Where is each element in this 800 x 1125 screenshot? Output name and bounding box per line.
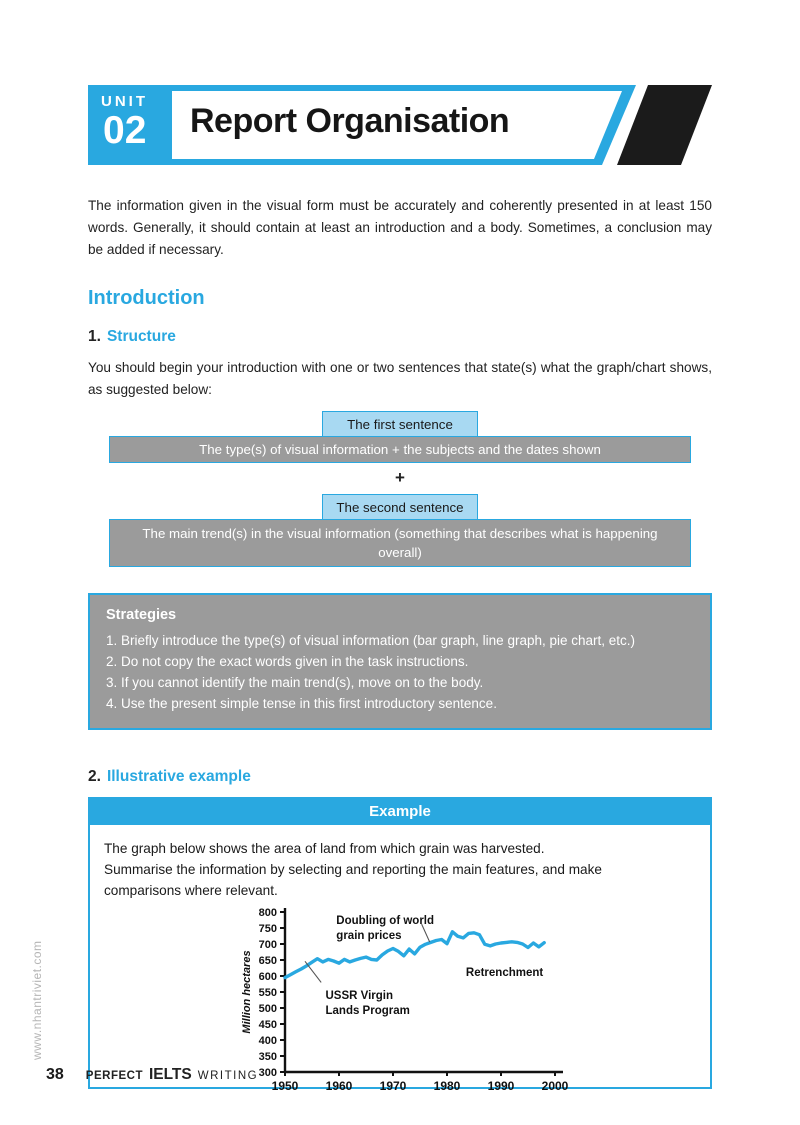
svg-text:Retrenchment: Retrenchment — [466, 967, 543, 979]
book-brand: PERFECT IELTS WRITING — [86, 1066, 258, 1084]
subheading-illustrative-example: 2. Illustrative example — [88, 768, 712, 786]
svg-text:550: 550 — [259, 987, 277, 999]
svg-text:grain prices: grain prices — [336, 930, 401, 942]
svg-text:1990: 1990 — [488, 1079, 515, 1093]
svg-text:Million hectares: Million hectares — [241, 950, 253, 1033]
svg-text:1950: 1950 — [272, 1079, 299, 1093]
box-main-trend: The main trend(s) in the visual informat… — [109, 519, 691, 567]
plus-sign: + — [395, 468, 405, 487]
svg-text:300: 300 — [259, 1067, 277, 1079]
svg-text:650: 650 — [259, 955, 277, 967]
box-type-of-visual-info: The type(s) of visual information + the … — [109, 436, 691, 463]
example-panel: Example The graph below shows the area o… — [88, 797, 712, 1093]
svg-text:800: 800 — [259, 907, 277, 919]
main-column: UNIT 02 Report Organisation The informat… — [88, 85, 712, 1093]
grain-area-line-chart: 300 350 400 450 500 550 600 650 700 750 800 1950 196… — [241, 907, 569, 1093]
strategy-item: 4. Use the present simple tense in this … — [106, 696, 497, 711]
svg-text:2000: 2000 — [542, 1079, 569, 1093]
unit-label: UNIT — [101, 93, 148, 110]
svg-text:700: 700 — [259, 939, 277, 951]
svg-text:500: 500 — [259, 1003, 277, 1015]
svg-text:1980: 1980 — [434, 1079, 461, 1093]
task-text-line: Summarise the information by selecting a… — [104, 862, 602, 877]
brand-writing: WRITING — [197, 1070, 259, 1082]
example-panel-header: Example — [90, 799, 710, 825]
svg-text:350: 350 — [259, 1051, 277, 1063]
page-number: 38 — [46, 1066, 64, 1083]
unit-number: 02 — [103, 109, 147, 152]
intro-paragraph: The information given in the visual form… — [88, 198, 712, 257]
task-text-line: comparisons where relevant. — [104, 883, 278, 898]
box-first-sentence: The first sentence — [322, 411, 478, 436]
banner-white-strip — [172, 91, 622, 159]
strategies-title: Strategies — [106, 607, 177, 623]
example-panel-body: The graph below shows the area of land f… — [90, 825, 710, 1105]
structure-lead-paragraph: You should begin your introduction with … — [88, 360, 712, 397]
strategies-panel: Strategies 1. Briefly introduce the type… — [88, 593, 712, 730]
subheading-structure: 1. Structure — [88, 328, 712, 346]
svg-text:Lands Program: Lands Program — [326, 1005, 410, 1017]
sentence-structure-diagram: The first sentence The type(s) of visual… — [88, 411, 712, 567]
svg-text:400: 400 — [259, 1035, 277, 1047]
brand-ielts: IELTS — [148, 1066, 192, 1083]
publisher-url-vertical: www.nhantriviet.com — [30, 940, 44, 1060]
line-chart-figure: 300 350 400 450 500 550 600 650 700 750 800 1950 196… — [240, 904, 696, 1105]
svg-text:USSR Virgin: USSR Virgin — [326, 990, 394, 1002]
unit-banner: UNIT 02 Report Organisation — [88, 85, 712, 165]
subheading-title: Illustrative example — [106, 768, 251, 785]
page-footer: 38 PERFECT IELTS WRITING — [46, 1066, 258, 1084]
page-title: Report Organisation — [190, 102, 510, 140]
subheading-number: 2. — [88, 768, 101, 785]
svg-text:600: 600 — [259, 971, 277, 983]
svg-text:1960: 1960 — [326, 1079, 353, 1093]
brand-perfect: PERFECT — [85, 1070, 143, 1082]
box-second-sentence: The second sentence — [322, 494, 478, 519]
section-heading-introduction: Introduction — [88, 287, 205, 309]
svg-text:Doubling of world: Doubling of world — [336, 915, 434, 927]
strategy-item: 3. If you cannot identify the main trend… — [106, 675, 484, 690]
svg-text:1970: 1970 — [380, 1079, 407, 1093]
task-text-line: The graph below shows the area of land f… — [104, 841, 545, 856]
svg-text:450: 450 — [259, 1019, 277, 1031]
svg-text:750: 750 — [259, 923, 277, 935]
subheading-title: Structure — [106, 328, 176, 345]
subheading-number: 1. — [88, 328, 101, 345]
strategy-item: 2. Do not copy the exact words given in … — [106, 654, 469, 669]
strategy-item: 1. Briefly introduce the type(s) of visu… — [106, 633, 636, 648]
